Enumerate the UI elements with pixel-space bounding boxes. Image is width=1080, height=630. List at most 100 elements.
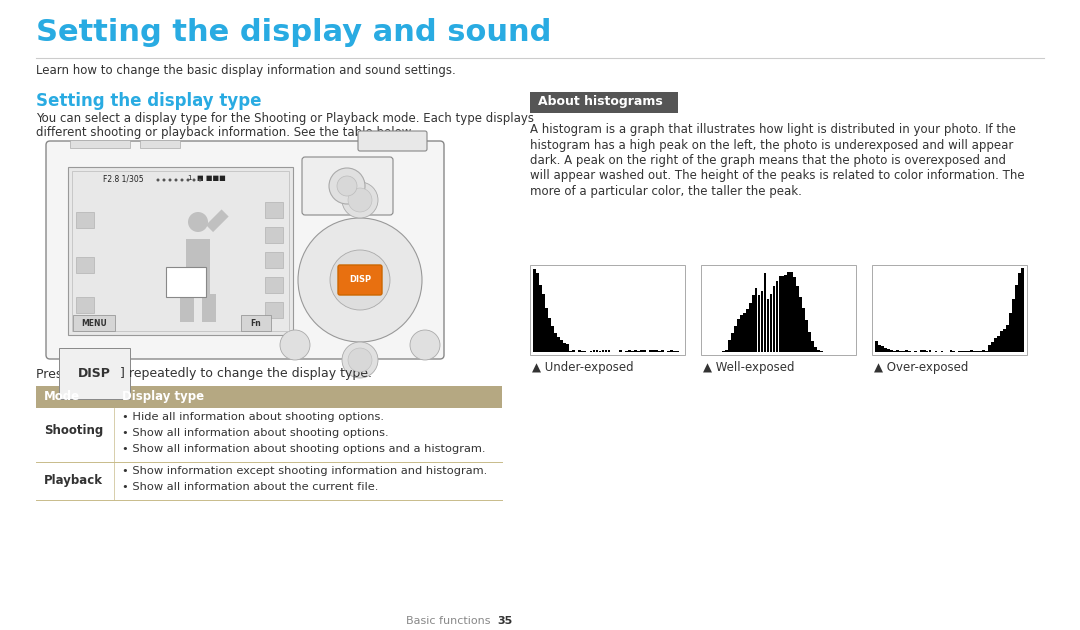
Bar — [1015, 285, 1017, 352]
Text: You can select a display type for the Shooting or Playback mode. Each type displ: You can select a display type for the Sh… — [36, 112, 534, 125]
Text: ] repeatedly to change the display type.: ] repeatedly to change the display type. — [120, 367, 372, 380]
Bar — [72, 171, 289, 331]
Bar — [581, 351, 583, 352]
Bar — [534, 268, 536, 352]
Circle shape — [330, 250, 390, 310]
Text: About histograms: About histograms — [538, 95, 663, 108]
Bar — [559, 340, 563, 352]
Bar — [794, 277, 796, 352]
Circle shape — [410, 330, 440, 360]
Text: Setting the display type: Setting the display type — [36, 92, 261, 110]
Bar — [539, 285, 542, 352]
Text: • Show all information about shooting options.: • Show all information about shooting op… — [122, 428, 389, 438]
Bar — [644, 350, 646, 352]
Bar — [548, 318, 551, 352]
Bar — [536, 273, 539, 352]
Text: Press [: Press [ — [36, 367, 78, 380]
Bar — [784, 275, 787, 352]
Bar — [598, 351, 602, 352]
Bar — [551, 326, 554, 352]
Bar — [629, 350, 631, 352]
Bar — [896, 350, 899, 352]
FancyBboxPatch shape — [46, 141, 444, 359]
Text: Learn how to change the basic display information and sound settings.: Learn how to change the basic display in… — [36, 64, 456, 77]
Ellipse shape — [188, 212, 208, 232]
Circle shape — [157, 178, 160, 181]
Bar — [625, 351, 629, 352]
Bar — [721, 351, 725, 352]
Bar — [799, 297, 802, 352]
Bar — [926, 351, 929, 352]
Circle shape — [192, 178, 195, 181]
Text: dark. A peak on the right of the graph means that the photo is overexposed and: dark. A peak on the right of the graph m… — [530, 154, 1005, 167]
Bar — [186, 239, 210, 294]
Bar — [563, 343, 566, 352]
Bar — [583, 350, 586, 352]
Bar — [922, 350, 926, 352]
Bar — [620, 350, 622, 352]
Bar — [76, 297, 94, 313]
Bar — [893, 351, 895, 352]
Bar — [569, 351, 571, 352]
Text: ▲ Well-exposed: ▲ Well-exposed — [703, 361, 795, 374]
Bar — [973, 351, 976, 352]
Bar — [806, 321, 808, 352]
Text: ▲ Under-exposed: ▲ Under-exposed — [532, 361, 634, 374]
Circle shape — [175, 178, 177, 181]
Bar — [1021, 268, 1024, 352]
Text: will appear washed out. The height of the peaks is related to color information.: will appear washed out. The height of th… — [530, 169, 1025, 183]
Bar — [605, 350, 607, 352]
Bar — [883, 348, 887, 352]
Bar — [728, 340, 731, 352]
Text: A histogram is a graph that illustrates how light is distributed in your photo. : A histogram is a graph that illustrates … — [530, 123, 1016, 136]
Bar — [36, 386, 502, 408]
Bar — [791, 272, 793, 352]
Bar — [652, 350, 656, 352]
Bar — [941, 351, 944, 352]
Bar — [811, 341, 814, 352]
Bar — [802, 308, 806, 352]
Circle shape — [329, 168, 365, 204]
Text: ▲ Over-exposed: ▲ Over-exposed — [874, 361, 969, 374]
Text: • Show information except shooting information and histogram.: • Show information except shooting infor… — [122, 466, 487, 476]
Bar — [632, 351, 634, 352]
Bar — [997, 336, 1000, 352]
Bar — [530, 92, 678, 113]
Bar — [875, 341, 878, 352]
Bar — [881, 346, 883, 352]
Bar — [545, 308, 548, 352]
Bar — [733, 326, 737, 352]
Circle shape — [348, 188, 372, 212]
Bar — [1003, 329, 1005, 352]
Bar — [661, 350, 664, 352]
Bar — [566, 343, 568, 352]
Bar — [748, 302, 752, 352]
Bar — [872, 265, 1027, 355]
Text: histogram has a high peak on the left, the photo is underexposed and will appear: histogram has a high peak on the left, t… — [530, 139, 1013, 151]
Bar — [737, 319, 740, 352]
Bar — [988, 345, 991, 352]
Bar — [775, 281, 779, 352]
Text: Shooting: Shooting — [44, 424, 104, 437]
Text: 35: 35 — [497, 616, 512, 626]
Bar — [554, 333, 556, 352]
Bar — [787, 272, 791, 352]
Bar — [1009, 313, 1012, 352]
Bar — [1000, 331, 1003, 352]
Bar — [701, 265, 856, 355]
Bar — [902, 351, 905, 352]
Bar — [656, 350, 658, 352]
Bar — [890, 350, 893, 352]
Bar — [202, 294, 216, 322]
Bar — [905, 350, 907, 352]
Bar — [571, 350, 575, 352]
Bar — [166, 267, 206, 297]
Bar — [557, 336, 559, 352]
Bar — [140, 140, 180, 148]
Circle shape — [337, 176, 357, 196]
Bar — [934, 351, 937, 352]
Bar — [764, 273, 767, 352]
Circle shape — [187, 178, 189, 181]
FancyBboxPatch shape — [357, 131, 427, 151]
Bar — [949, 350, 953, 352]
